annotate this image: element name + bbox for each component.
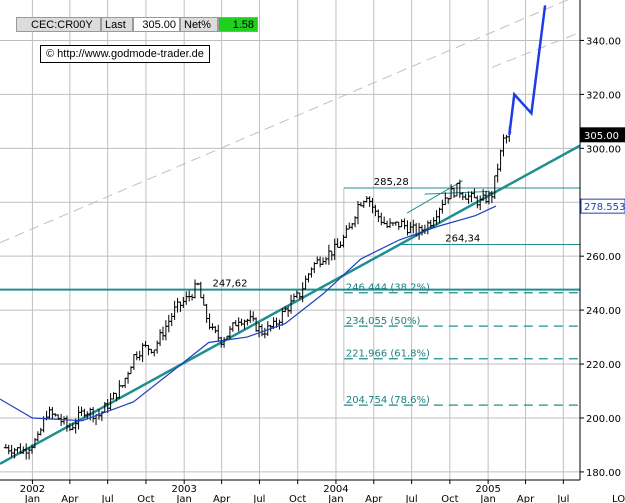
x-tick-label: Apr [365, 494, 383, 503]
x-tick-label: Apr [517, 494, 535, 503]
price-badge-box [580, 127, 625, 143]
last-label-field: Last [101, 17, 133, 32]
last-label: Last [105, 19, 126, 31]
fibonacci-levels [343, 188, 580, 406]
y-tick-label: 240.00 [586, 306, 621, 317]
symbol-label: CEC:CR00Y [31, 19, 93, 31]
fib-level-label: 204.754 (78.6%) [346, 395, 430, 406]
fib-level-label: 234.055 (50%) [346, 316, 421, 327]
trendline [424, 190, 489, 195]
x-tick-label: Jul [405, 494, 418, 503]
projection [508, 5, 547, 135]
y-tick-label: 340.00 [586, 36, 621, 47]
x-tick-label: Apr [61, 494, 79, 503]
symbol-field: CEC:CR00Y [16, 17, 101, 32]
x-tick-year: 2004 [323, 484, 348, 495]
channel-line-dashed [0, 0, 569, 244]
x-tick-label: Jan [327, 494, 343, 503]
source-url: http://www.godmode-trader.de [57, 48, 204, 60]
chart-grid [0, 0, 580, 480]
y-tick-label: 260.00 [586, 252, 621, 263]
moving-average-line [0, 205, 497, 422]
x-tick-label: Jan [479, 494, 495, 503]
netpct-value: 1.58 [232, 19, 254, 31]
x-tick-label: Oct [137, 494, 154, 503]
y-tick-label: 300.00 [586, 144, 621, 155]
x-tick-year: 2003 [171, 484, 196, 495]
corner-label: LO [612, 494, 625, 503]
y-tick-label: 180.00 [586, 468, 621, 479]
source-box: © http://www.godmode-trader.de [40, 45, 210, 63]
last-value-field: 305.00 [133, 17, 180, 32]
moving-average [0, 205, 497, 422]
y-tick-label: 200.00 [586, 414, 621, 425]
x-tick-year: 2002 [20, 484, 45, 495]
x-tick-label: Jan [24, 494, 40, 503]
y-tick-label: 220.00 [586, 360, 621, 371]
level-label: 247,62 [212, 279, 247, 290]
netpct-label-field: Net% [180, 17, 218, 32]
fib-level-label: 246.444 (38.2%) [346, 283, 430, 294]
chart-labels: 246.444 (38.2%) 234.055 (50%) 221.966 (61.… [212, 177, 480, 406]
netpct-value-field: 1.58 [218, 17, 258, 32]
trendline [406, 180, 464, 214]
level-label: 264,34 [445, 233, 480, 244]
x-tick-year: 2005 [475, 484, 500, 495]
trendlines [0, 0, 581, 465]
x-tick-label: Jul [252, 494, 265, 503]
channel-line-dashed [491, 31, 581, 68]
copyright-icon: © [46, 48, 55, 60]
price-badge-label: 305.00 [584, 131, 619, 142]
x-tick-label: Jul [556, 494, 569, 503]
level-label: 285,28 [374, 177, 409, 188]
y-tick-label: 320.00 [586, 90, 621, 101]
last-value: 305.00 [142, 19, 176, 31]
projection-line [508, 5, 547, 135]
x-tick-label: Apr [213, 494, 231, 503]
x-tick-label: Oct [441, 494, 458, 503]
netpct-label: Net% [184, 19, 211, 31]
price-badge-box [580, 198, 625, 214]
x-tick-label: Jul [101, 494, 114, 503]
x-tick-label: Oct [289, 494, 306, 503]
x-tick-label: Jan [175, 494, 191, 503]
price-badge-label: 278.553 [584, 202, 625, 213]
fib-level-label: 221.966 (61.8%) [346, 349, 430, 360]
